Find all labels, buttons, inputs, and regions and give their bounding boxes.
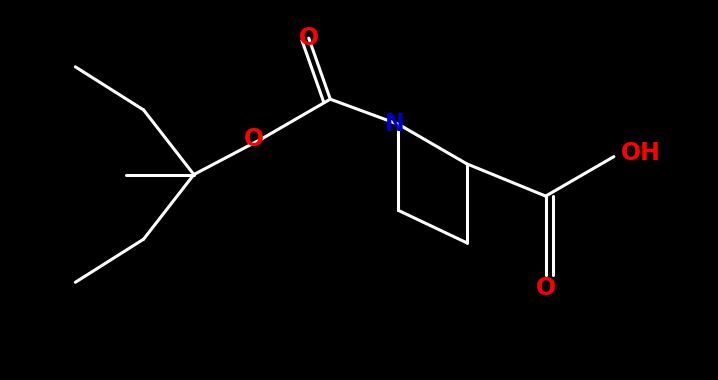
Text: O: O <box>299 26 319 50</box>
Text: O: O <box>536 276 556 300</box>
Text: O: O <box>243 127 264 150</box>
Text: OH: OH <box>621 141 661 165</box>
Text: N: N <box>385 112 405 136</box>
